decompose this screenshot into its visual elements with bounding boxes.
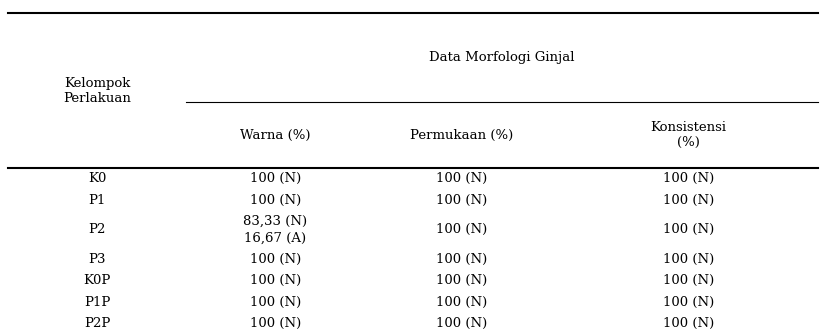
Text: 100 (N): 100 (N) bbox=[249, 172, 301, 185]
Text: P2P: P2P bbox=[84, 317, 111, 330]
Text: 100 (N): 100 (N) bbox=[436, 253, 487, 266]
Text: K0P: K0P bbox=[83, 274, 111, 287]
Text: 100 (N): 100 (N) bbox=[249, 274, 301, 287]
Text: 100 (N): 100 (N) bbox=[662, 253, 714, 266]
Text: 100 (N): 100 (N) bbox=[436, 194, 487, 207]
Text: 100 (N): 100 (N) bbox=[249, 253, 301, 266]
Text: 100 (N): 100 (N) bbox=[249, 317, 301, 330]
Text: 100 (N): 100 (N) bbox=[249, 296, 301, 309]
Text: 100 (N): 100 (N) bbox=[662, 194, 714, 207]
Text: P3: P3 bbox=[88, 253, 106, 266]
Text: 100 (N): 100 (N) bbox=[436, 172, 487, 185]
Text: 100 (N): 100 (N) bbox=[436, 296, 487, 309]
Text: 100 (N): 100 (N) bbox=[436, 223, 487, 236]
Text: Data Morfologi Ginjal: Data Morfologi Ginjal bbox=[430, 51, 575, 64]
Text: 100 (N): 100 (N) bbox=[662, 274, 714, 287]
Text: 100 (N): 100 (N) bbox=[249, 194, 301, 207]
Text: Konsistensi
(%): Konsistensi (%) bbox=[650, 121, 726, 149]
Text: P1P: P1P bbox=[84, 296, 111, 309]
Text: 100 (N): 100 (N) bbox=[662, 296, 714, 309]
Text: P2: P2 bbox=[88, 223, 106, 236]
Text: Permukaan (%): Permukaan (%) bbox=[410, 129, 513, 141]
Text: Kelompok
Perlakuan: Kelompok Perlakuan bbox=[64, 77, 131, 104]
Text: P1: P1 bbox=[88, 194, 106, 207]
Text: 83,33 (N): 83,33 (N) bbox=[244, 215, 307, 228]
Text: 100 (N): 100 (N) bbox=[662, 223, 714, 236]
Text: K0: K0 bbox=[88, 172, 107, 185]
Text: 100 (N): 100 (N) bbox=[436, 274, 487, 287]
Text: 100 (N): 100 (N) bbox=[662, 172, 714, 185]
Text: 16,67 (A): 16,67 (A) bbox=[244, 232, 306, 245]
Text: 100 (N): 100 (N) bbox=[436, 317, 487, 330]
Text: 100 (N): 100 (N) bbox=[662, 317, 714, 330]
Text: Warna (%): Warna (%) bbox=[240, 129, 311, 141]
